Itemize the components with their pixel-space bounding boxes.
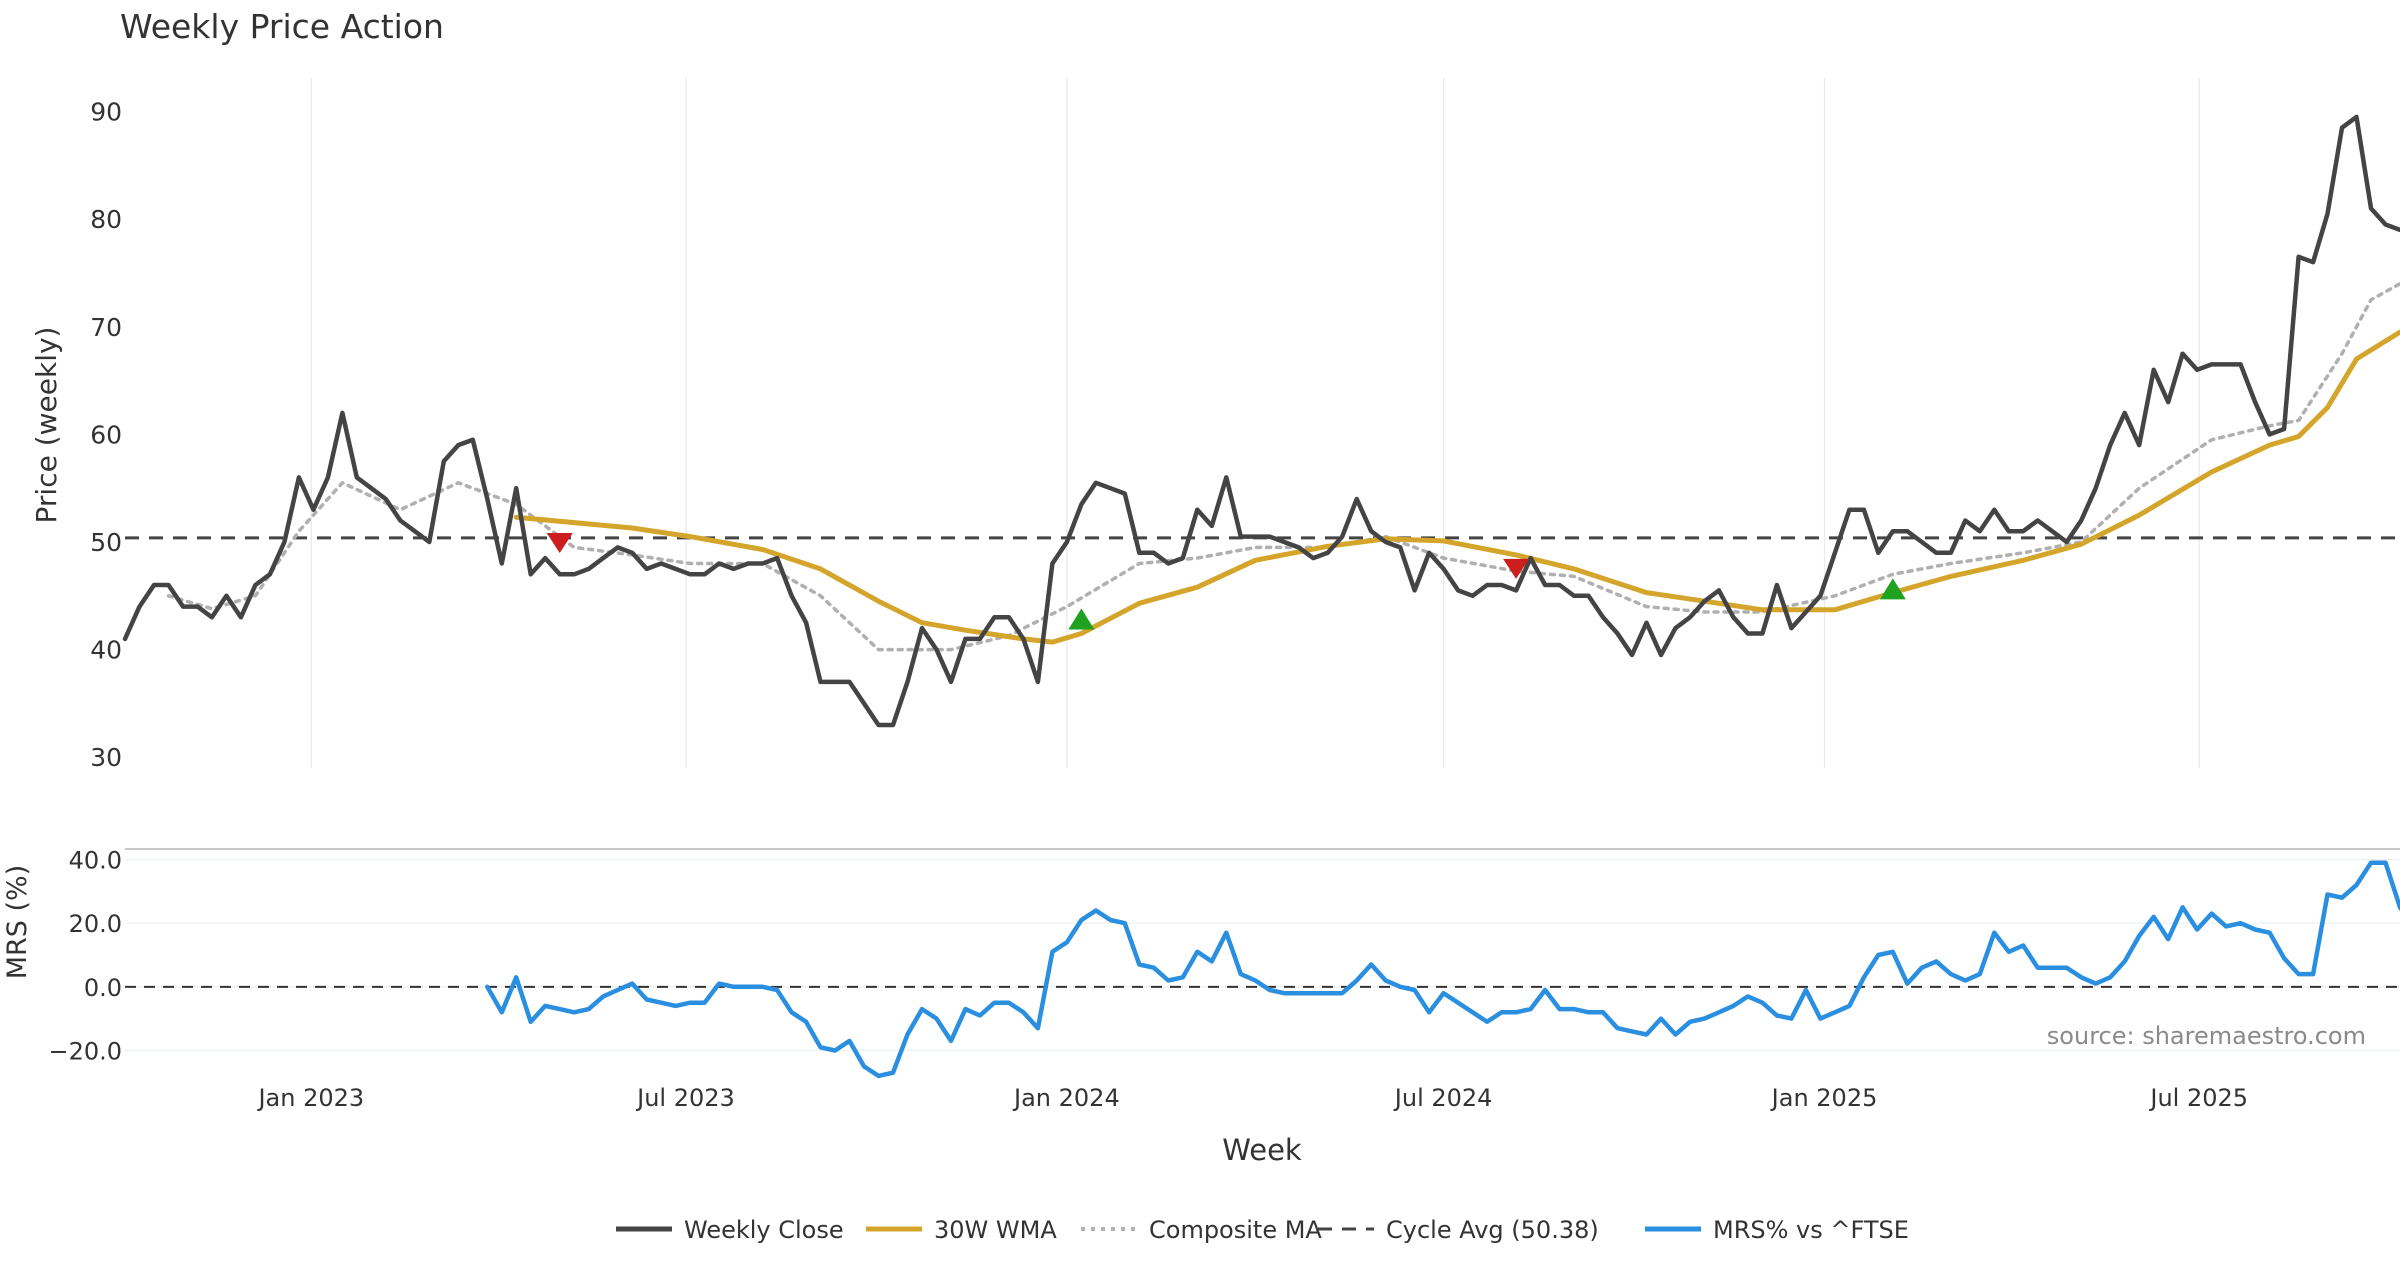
legend: Weekly Close 30W WMA Composite MA Cycle Avg… (616, 1216, 1909, 1244)
legend-label: Weekly Close (684, 1216, 844, 1244)
x-tick-label: Jan 2023 (256, 1084, 364, 1112)
price-y-tick-label: 70 (90, 313, 122, 342)
price-y-tick-label: 50 (90, 528, 122, 557)
chart-title: Weekly Price Action (120, 7, 444, 46)
x-tick-label: Jul 2025 (2148, 1084, 2248, 1112)
x-tick-label: Jul 2024 (1393, 1084, 1493, 1112)
price-y-tick-label: 30 (90, 743, 122, 772)
x-tick-label: Jan 2024 (1012, 1084, 1120, 1112)
source-annotation: source: sharemaestro.com (2047, 1022, 2366, 1050)
mrs-y-axis-label: MRS (%) (2, 865, 33, 980)
x-axis-label: Week (1222, 1133, 1302, 1167)
price-y-tick-label: 60 (90, 420, 122, 449)
x-tick-label: Jan 2025 (1770, 1084, 1878, 1112)
price-y-tick-label: 40 (90, 636, 122, 665)
mrs-y-tick-label: 0.0 (84, 974, 122, 1002)
price-y-tick-label: 80 (90, 205, 122, 234)
price-y-axis-label: Price (weekly) (30, 327, 63, 524)
mrs-y-tick-label: 40.0 (69, 847, 122, 875)
weekly-close-line (125, 117, 2400, 725)
mrs-y-tick-label: −20.0 (48, 1037, 122, 1065)
legend-label: Cycle Avg (50.38) (1386, 1216, 1599, 1244)
axes-layer: Jan 2023 Jul 2023 Jan 2024 Jul 2024 Jan 2025… (48, 98, 2248, 1112)
mrs-y-tick-label: 20.0 (69, 910, 122, 938)
price-y-tick-label: 90 (90, 98, 122, 127)
grid-layer (125, 78, 2400, 1050)
legend-label: Composite MA (1149, 1216, 1322, 1244)
30w-wma-line (516, 332, 2400, 642)
legend-label: 30W WMA (934, 1216, 1057, 1244)
legend-label: MRS% vs ^FTSE (1713, 1216, 1909, 1244)
x-tick-label: Jul 2023 (635, 1084, 735, 1112)
buy-signal-marker (1068, 609, 1094, 630)
series-layer (125, 117, 2400, 1076)
composite-ma-line (169, 284, 2400, 650)
